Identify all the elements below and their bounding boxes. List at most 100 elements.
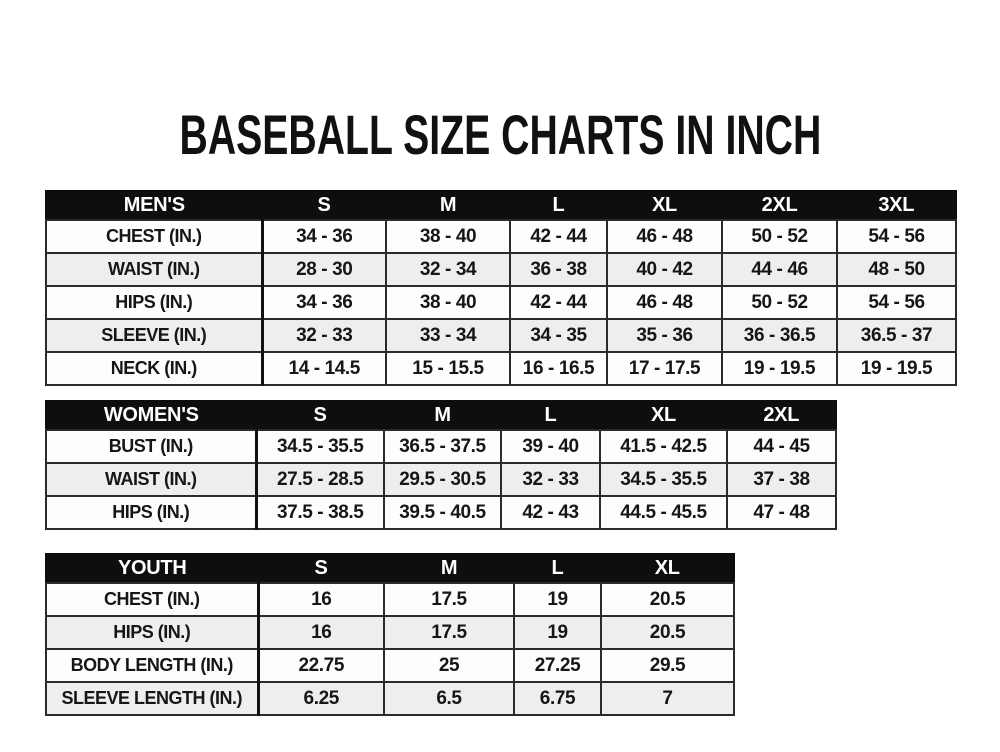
size-value-cell: 28 - 30 <box>261 252 387 287</box>
table-header-row: MEN'S S M L XL 2XL 3XL <box>45 190 957 221</box>
table-row: BODY LENGTH (IN.) 22.75 25 27.25 29.5 <box>45 648 735 683</box>
size-value-cell: 42 - 43 <box>500 495 601 530</box>
table-row: HIPS (IN.) 34 - 36 38 - 40 42 - 44 46 - 48 50… <box>45 285 957 320</box>
size-value-cell: 16 <box>257 582 385 617</box>
size-value-cell: 34.5 - 35.5 <box>599 462 728 497</box>
size-value-cell: 19 <box>513 615 602 650</box>
group-header-cell: YOUTH <box>45 553 259 584</box>
size-column-header: M <box>383 400 502 431</box>
size-value-cell: 32 - 33 <box>261 318 387 353</box>
size-column-header: L <box>500 400 601 431</box>
size-value-cell: 20.5 <box>600 582 735 617</box>
table-header-row: WOMEN'S S M L XL 2XL <box>45 400 837 431</box>
size-value-cell: 34 - 36 <box>261 285 387 320</box>
size-value-cell: 14 - 14.5 <box>261 351 387 386</box>
size-value-cell: 41.5 - 42.5 <box>599 429 728 464</box>
measurement-label-cell: SLEEVE (IN.) <box>45 318 264 353</box>
size-value-cell: 27.5 - 28.5 <box>255 462 385 497</box>
size-value-cell: 36 - 36.5 <box>721 318 838 353</box>
size-value-cell: 33 - 34 <box>385 318 511 353</box>
size-value-cell: 16 <box>257 615 385 650</box>
measurement-label-cell: NECK (IN.) <box>45 351 264 386</box>
table-row: NECK (IN.) 14 - 14.5 15 - 15.5 16 - 16.5 17 … <box>45 351 957 386</box>
size-value-cell: 16 - 16.5 <box>509 351 608 386</box>
measurement-label-cell: WAIST (IN.) <box>45 462 258 497</box>
size-value-cell: 19 <box>513 582 602 617</box>
measurement-label-cell: BODY LENGTH (IN.) <box>45 648 260 683</box>
size-value-cell: 35 - 36 <box>606 318 723 353</box>
page-title: BASEBALL SIZE CHARTS IN INCH <box>0 102 1000 167</box>
size-value-cell: 48 - 50 <box>836 252 957 287</box>
table-row: WAIST (IN.) 27.5 - 28.5 29.5 - 30.5 32 - 33… <box>45 462 837 497</box>
size-column-header: 2XL <box>726 400 837 431</box>
size-value-cell: 6.25 <box>257 681 385 716</box>
size-value-cell: 54 - 56 <box>836 219 957 254</box>
size-column-header: 2XL <box>721 190 838 221</box>
size-value-cell: 22.75 <box>257 648 385 683</box>
size-column-header: S <box>261 190 387 221</box>
table-row: CHEST (IN.) 16 17.5 19 20.5 <box>45 582 735 617</box>
size-value-cell: 19 - 19.5 <box>721 351 838 386</box>
table-row: HIPS (IN.) 37.5 - 38.5 39.5 - 40.5 42 - 43 4… <box>45 495 837 530</box>
size-value-cell: 38 - 40 <box>385 285 511 320</box>
size-value-cell: 6.5 <box>383 681 515 716</box>
size-value-cell: 44 - 46 <box>721 252 838 287</box>
size-value-cell: 36.5 - 37.5 <box>383 429 502 464</box>
measurement-label-cell: HIPS (IN.) <box>45 285 264 320</box>
size-value-cell: 44 - 45 <box>726 429 837 464</box>
size-column-header: L <box>509 190 608 221</box>
size-value-cell: 39.5 - 40.5 <box>383 495 502 530</box>
size-value-cell: 42 - 44 <box>509 285 608 320</box>
size-column-header: XL <box>600 553 735 584</box>
size-value-cell: 32 - 34 <box>385 252 511 287</box>
size-value-cell: 37 - 38 <box>726 462 837 497</box>
size-value-cell: 17.5 <box>383 615 515 650</box>
size-column-header: S <box>257 553 385 584</box>
youth-size-table: YOUTH S M L XL CHEST (IN.) 16 17.5 19 20.5 HIPS (I… <box>45 553 735 716</box>
size-value-cell: 50 - 52 <box>721 285 838 320</box>
size-column-header: M <box>385 190 511 221</box>
measurement-label-cell: HIPS (IN.) <box>45 615 260 650</box>
table-header-row: YOUTH S M L XL <box>45 553 735 584</box>
measurement-label-cell: BUST (IN.) <box>45 429 258 464</box>
table-row: SLEEVE LENGTH (IN.) 6.25 6.5 6.75 7 <box>45 681 735 716</box>
measurement-label-cell: WAIST (IN.) <box>45 252 264 287</box>
size-value-cell: 46 - 48 <box>606 285 723 320</box>
size-value-cell: 36.5 - 37 <box>836 318 957 353</box>
size-value-cell: 32 - 33 <box>500 462 601 497</box>
measurement-label-cell: HIPS (IN.) <box>45 495 258 530</box>
size-column-header: S <box>255 400 385 431</box>
size-value-cell: 29.5 - 30.5 <box>383 462 502 497</box>
size-value-cell: 34.5 - 35.5 <box>255 429 385 464</box>
size-value-cell: 20.5 <box>600 615 735 650</box>
size-value-cell: 19 - 19.5 <box>836 351 957 386</box>
table-row: SLEEVE (IN.) 32 - 33 33 - 34 34 - 35 35 - 36… <box>45 318 957 353</box>
group-header-cell: MEN'S <box>45 190 263 221</box>
table-row: WAIST (IN.) 28 - 30 32 - 34 36 - 38 40 - 42 4… <box>45 252 957 287</box>
size-value-cell: 40 - 42 <box>606 252 723 287</box>
size-value-cell: 44.5 - 45.5 <box>599 495 728 530</box>
size-value-cell: 36 - 38 <box>509 252 608 287</box>
size-value-cell: 17.5 <box>383 582 515 617</box>
table-row: CHEST (IN.) 34 - 36 38 - 40 42 - 44 46 - 48 5… <box>45 219 957 254</box>
size-column-header: XL <box>599 400 728 431</box>
size-value-cell: 47 - 48 <box>726 495 837 530</box>
group-header-cell: WOMEN'S <box>45 400 257 431</box>
size-value-cell: 29.5 <box>600 648 735 683</box>
size-column-header: 3XL <box>836 190 957 221</box>
table-row: HIPS (IN.) 16 17.5 19 20.5 <box>45 615 735 650</box>
page-title-text: BASEBALL SIZE CHARTS IN INCH <box>179 102 821 166</box>
size-value-cell: 6.75 <box>513 681 602 716</box>
size-value-cell: 25 <box>383 648 515 683</box>
womens-size-table: WOMEN'S S M L XL 2XL BUST (IN.) 34.5 - 35.5 36.5… <box>45 400 837 530</box>
measurement-label-cell: CHEST (IN.) <box>45 219 264 254</box>
size-value-cell: 34 - 36 <box>261 219 387 254</box>
size-value-cell: 46 - 48 <box>606 219 723 254</box>
measurement-label-cell: SLEEVE LENGTH (IN.) <box>45 681 260 716</box>
table-row: BUST (IN.) 34.5 - 35.5 36.5 - 37.5 39 - 40 4… <box>45 429 837 464</box>
size-value-cell: 38 - 40 <box>385 219 511 254</box>
size-value-cell: 34 - 35 <box>509 318 608 353</box>
size-value-cell: 27.25 <box>513 648 602 683</box>
size-value-cell: 37.5 - 38.5 <box>255 495 385 530</box>
size-value-cell: 7 <box>600 681 735 716</box>
